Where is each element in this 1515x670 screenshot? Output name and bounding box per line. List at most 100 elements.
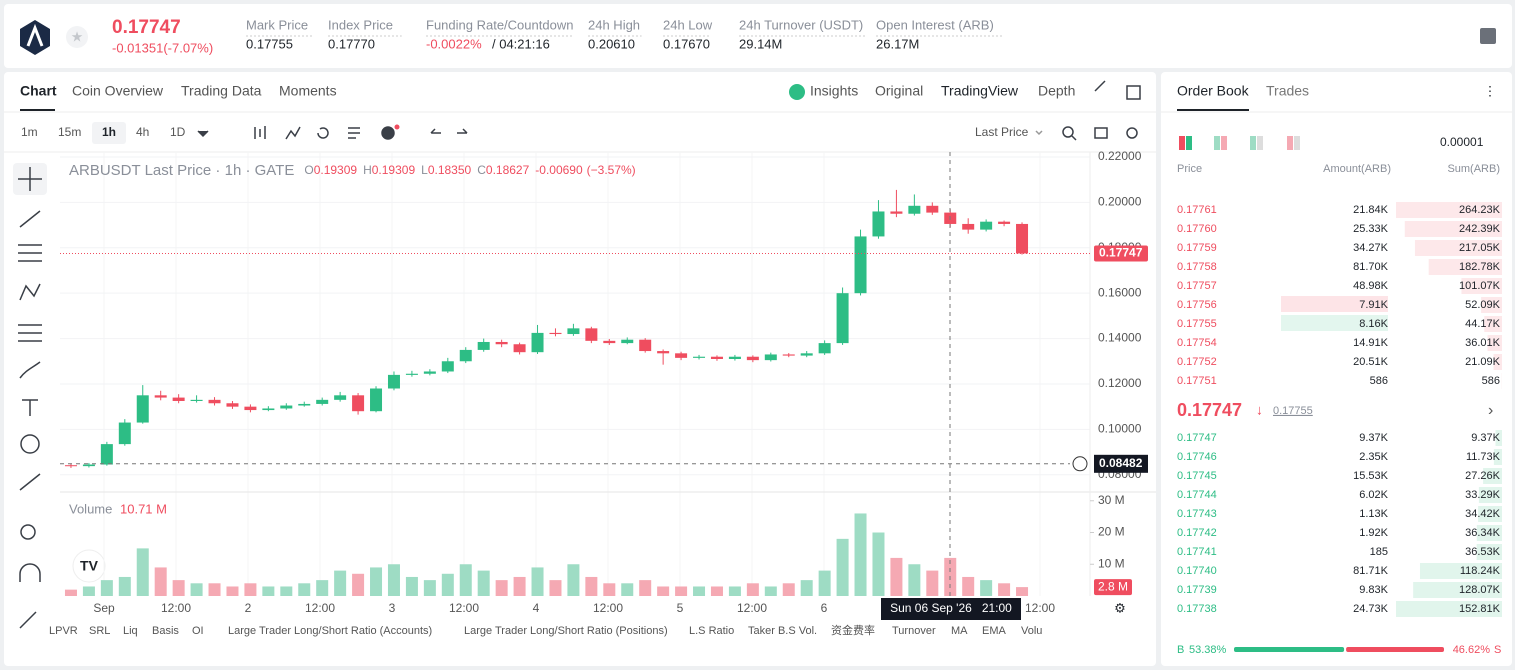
indicator[interactable]: Taker B.S Vol. bbox=[748, 625, 817, 637]
indicator[interactable]: Liq bbox=[123, 625, 138, 637]
indicator[interactable]: Volu bbox=[1021, 625, 1042, 637]
indicator[interactable]: OI bbox=[192, 625, 204, 637]
book-sum: 9.37K bbox=[1471, 432, 1500, 444]
book-view-icons[interactable] bbox=[1179, 136, 1300, 150]
volume-bar bbox=[657, 586, 670, 596]
legend-key: C bbox=[477, 163, 486, 177]
volume-bar bbox=[82, 586, 95, 596]
book-sum: 182.78K bbox=[1459, 261, 1501, 273]
buy-letter: B bbox=[1177, 644, 1184, 656]
volume-bar bbox=[136, 548, 149, 596]
candle-body bbox=[298, 403, 311, 406]
depth-bar bbox=[1481, 297, 1502, 313]
candle-body bbox=[118, 422, 131, 445]
last-price-tag bbox=[1094, 245, 1148, 262]
tab[interactable]: Trading Data bbox=[181, 83, 262, 99]
candle-body bbox=[280, 405, 293, 409]
tab[interactable]: Moments bbox=[279, 83, 337, 99]
depth-bar bbox=[1495, 430, 1502, 446]
indicator[interactable]: EMA bbox=[982, 625, 1007, 637]
last-volume-tag bbox=[1094, 579, 1132, 596]
volume-bar bbox=[836, 538, 849, 596]
stat-value: 0.17770 bbox=[328, 36, 375, 51]
tab[interactable]: Coin Overview bbox=[72, 83, 164, 99]
indicator[interactable]: L.S Ratio bbox=[689, 625, 734, 637]
book-amount: 9.83K bbox=[1359, 584, 1388, 596]
timeframe[interactable]: 15m bbox=[58, 125, 81, 139]
chart-panel bbox=[4, 72, 1156, 666]
book-amount: 24.73K bbox=[1353, 603, 1389, 615]
volume-tick-label: 20 M bbox=[1098, 525, 1125, 539]
timeframe[interactable]: 1m bbox=[21, 125, 38, 139]
candle-body bbox=[728, 356, 741, 359]
candle-body bbox=[477, 341, 490, 350]
timeframe-active-bg bbox=[92, 122, 126, 144]
candle-body bbox=[531, 332, 544, 353]
book-icon[interactable] bbox=[1480, 28, 1496, 44]
depth-bar bbox=[1413, 582, 1502, 598]
indicator[interactable]: Large Trader Long/Short Ratio (Positions… bbox=[464, 625, 668, 637]
book-amount: 7.91K bbox=[1359, 299, 1388, 311]
more-icon[interactable]: ⋮ bbox=[1484, 83, 1497, 98]
legend-pct: (−3.57%) bbox=[587, 163, 636, 177]
volume-bar bbox=[818, 570, 831, 596]
volume-bar bbox=[746, 583, 759, 596]
volume-bar bbox=[316, 580, 329, 596]
indicator[interactable]: SRL bbox=[89, 625, 110, 637]
timeframe[interactable]: 1h bbox=[102, 125, 116, 139]
candle-body bbox=[800, 353, 813, 356]
indicator[interactable]: Turnover bbox=[892, 625, 936, 637]
volume-bar bbox=[800, 580, 813, 596]
indicator[interactable]: LPVR bbox=[49, 625, 78, 637]
volume-bar bbox=[603, 583, 616, 596]
book-price: 0.17754 bbox=[1177, 337, 1217, 349]
book-price: 0.17759 bbox=[1177, 242, 1217, 254]
candle-body bbox=[710, 356, 723, 359]
book-tab[interactable]: Trades bbox=[1266, 83, 1309, 99]
view-tab[interactable]: Original bbox=[875, 83, 923, 99]
candle-body bbox=[621, 339, 634, 344]
volume-bar bbox=[693, 586, 706, 596]
book-price: 0.17761 bbox=[1177, 204, 1217, 216]
chart-tools[interactable] bbox=[197, 80, 1141, 141]
depth-bar bbox=[1396, 202, 1502, 218]
svg-text:TV: TV bbox=[80, 558, 99, 574]
drawing-toolbar[interactable] bbox=[13, 163, 47, 629]
volume-title: Volume bbox=[69, 501, 112, 516]
legend-value: 0.18350 bbox=[428, 163, 472, 177]
favorite-star[interactable]: ★ bbox=[66, 26, 88, 48]
candle-body bbox=[316, 399, 329, 404]
book-amount: 48.98K bbox=[1353, 280, 1389, 292]
view-tab[interactable]: Depth bbox=[1038, 83, 1075, 99]
stat-value: 0.17755 bbox=[246, 36, 293, 51]
candle-body bbox=[262, 408, 275, 411]
view-tab[interactable]: Insights bbox=[810, 83, 858, 99]
price-type[interactable]: Last Price bbox=[975, 125, 1029, 139]
depth-bar bbox=[1476, 544, 1502, 560]
book-price: 0.17756 bbox=[1177, 299, 1217, 311]
sell-ratio: 46.62% bbox=[1453, 644, 1491, 656]
book-tab[interactable]: Order Book bbox=[1177, 83, 1250, 99]
indicator[interactable]: Large Trader Long/Short Ratio (Accounts) bbox=[228, 625, 432, 637]
candle-body bbox=[818, 343, 831, 354]
volume-bar bbox=[459, 564, 472, 596]
price: 0.17747 bbox=[112, 17, 181, 38]
timeframe[interactable]: 4h bbox=[136, 125, 149, 139]
precision[interactable]: 0.00001 bbox=[1440, 135, 1484, 149]
tab[interactable]: Chart bbox=[20, 83, 57, 99]
candle-body bbox=[100, 444, 113, 465]
book-amount: 14.91K bbox=[1353, 337, 1389, 349]
book-sum: 217.05K bbox=[1459, 242, 1501, 254]
indicator[interactable]: MA bbox=[951, 625, 968, 637]
candle-body bbox=[764, 354, 777, 361]
stat-value: / 04:21:16 bbox=[492, 36, 550, 51]
indicator[interactable]: Basis bbox=[152, 625, 179, 637]
legend-key: L bbox=[421, 163, 428, 177]
candle-body bbox=[836, 293, 849, 344]
book-sum: 128.07K bbox=[1459, 584, 1501, 596]
timeframe[interactable]: 1D bbox=[170, 125, 186, 139]
indicator[interactable]: 资金费率 bbox=[831, 623, 875, 637]
settings-icon[interactable]: ⚙ bbox=[1114, 600, 1126, 615]
view-tab[interactable]: TradingView bbox=[941, 83, 1019, 99]
